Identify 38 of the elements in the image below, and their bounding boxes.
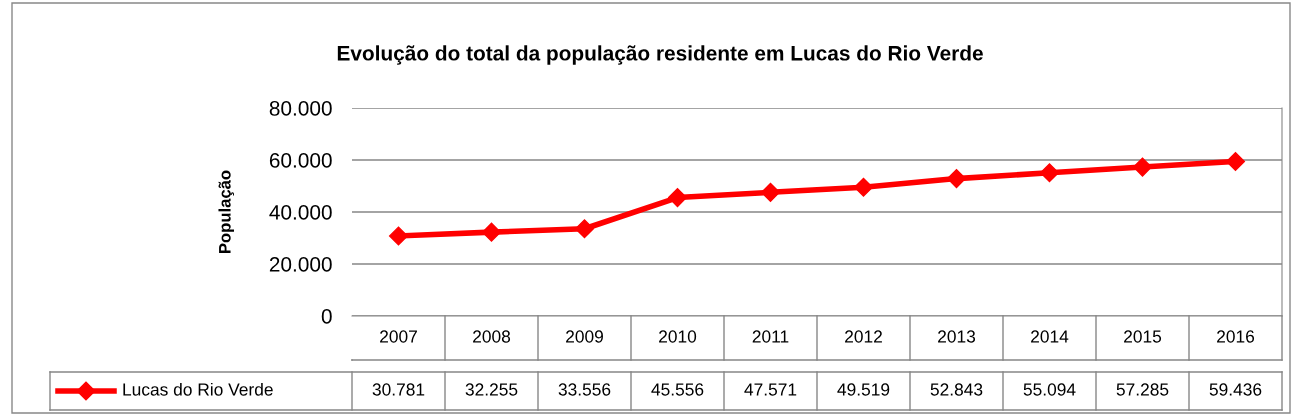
data-label: 55.094 [1023, 383, 1076, 396]
x-tick-label: 2008 [473, 330, 511, 343]
point [574, 219, 595, 239]
x-tick-label: 2009 [566, 330, 603, 343]
x-tick-label: 2010 [659, 330, 697, 343]
x-tick-label: 2013 [938, 330, 976, 343]
x-tick-label: 2012 [845, 330, 882, 343]
data-label: 52.843 [930, 383, 983, 396]
y-tick-label: 0 [321, 309, 332, 324]
data-label: 45.556 [651, 383, 704, 396]
y-tick-label: 40.000 [269, 205, 332, 220]
x-tick-label: 2015 [1124, 330, 1162, 343]
data-label: 59.436 [1209, 383, 1262, 396]
y-tick-label: 80.000 [269, 101, 332, 116]
point [946, 169, 967, 189]
data-label: 30.781 [372, 383, 425, 396]
legend-label: Lucas do Rio Verde [123, 382, 273, 396]
data-label: 47.571 [744, 383, 797, 396]
x-tick-label: 2014 [1031, 330, 1069, 343]
data-label: 49.519 [837, 383, 890, 396]
point [1039, 163, 1060, 183]
point [853, 177, 874, 197]
data-label: 32.255 [465, 383, 518, 396]
chart-title: Evolução do total da população residente em Lucas do Rio Verde [337, 45, 983, 65]
point [481, 222, 502, 242]
y-tick-label: 60.000 [269, 153, 332, 168]
data-label: 57.285 [1116, 383, 1169, 396]
x-tick-label: 2016 [1217, 330, 1255, 343]
point [1132, 157, 1153, 177]
y-tick-label: 20.000 [269, 257, 332, 272]
x-tick-label: 2007 [380, 330, 417, 343]
point [760, 182, 781, 202]
point [388, 226, 409, 246]
point [667, 188, 688, 208]
point [1225, 151, 1246, 172]
x-tick-label: 2011 [752, 330, 789, 343]
data-label: 33.556 [558, 383, 611, 396]
y-axis-title: População [218, 170, 234, 254]
